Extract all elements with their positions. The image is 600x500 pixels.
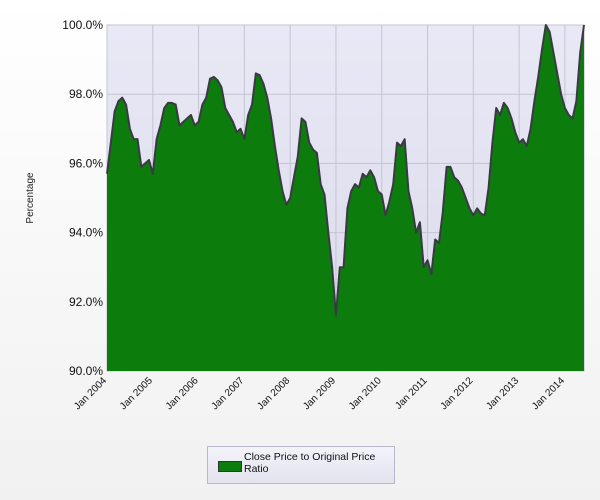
y-axis-ticks: 90.0% 92.0% 94.0% 96.0% 98.0% 100.0% [62,18,103,378]
y-tick-label: 90.0% [69,364,103,378]
x-tick-label: Jan 2006 [164,375,201,412]
x-tick-label: Jan 2010 [347,375,384,412]
y-tick-label: 100.0% [62,18,103,32]
legend-label: Close Price to Original Price Ratio [244,451,376,475]
legend: Close Price to Original Price Ratio [207,446,395,484]
x-tick-label: Jan 2005 [118,375,155,412]
y-tick-label: 94.0% [69,226,103,240]
x-tick-label: Jan 2007 [210,375,247,412]
y-axis-label: Percentage [25,172,36,224]
x-tick-label: Jan 2012 [439,375,476,412]
x-tick-label: Jan 2004 [72,375,109,412]
y-tick-label: 92.0% [69,295,103,309]
y-tick-label: 96.0% [69,156,103,170]
x-tick-label: Jan 2011 [393,375,430,412]
y-tick-label: 98.0% [69,87,103,101]
x-tick-label: Jan 2013 [484,375,521,412]
legend-swatch [218,461,242,472]
x-axis-ticks: Jan 2004 Jan 2005 Jan 2006 Jan 2007 Jan 2008… [72,375,567,412]
x-tick-label: Jan 2008 [255,375,292,412]
series-line [106,24,585,317]
x-tick-label: Jan 2014 [530,375,567,412]
x-tick-label: Jan 2009 [301,375,338,412]
